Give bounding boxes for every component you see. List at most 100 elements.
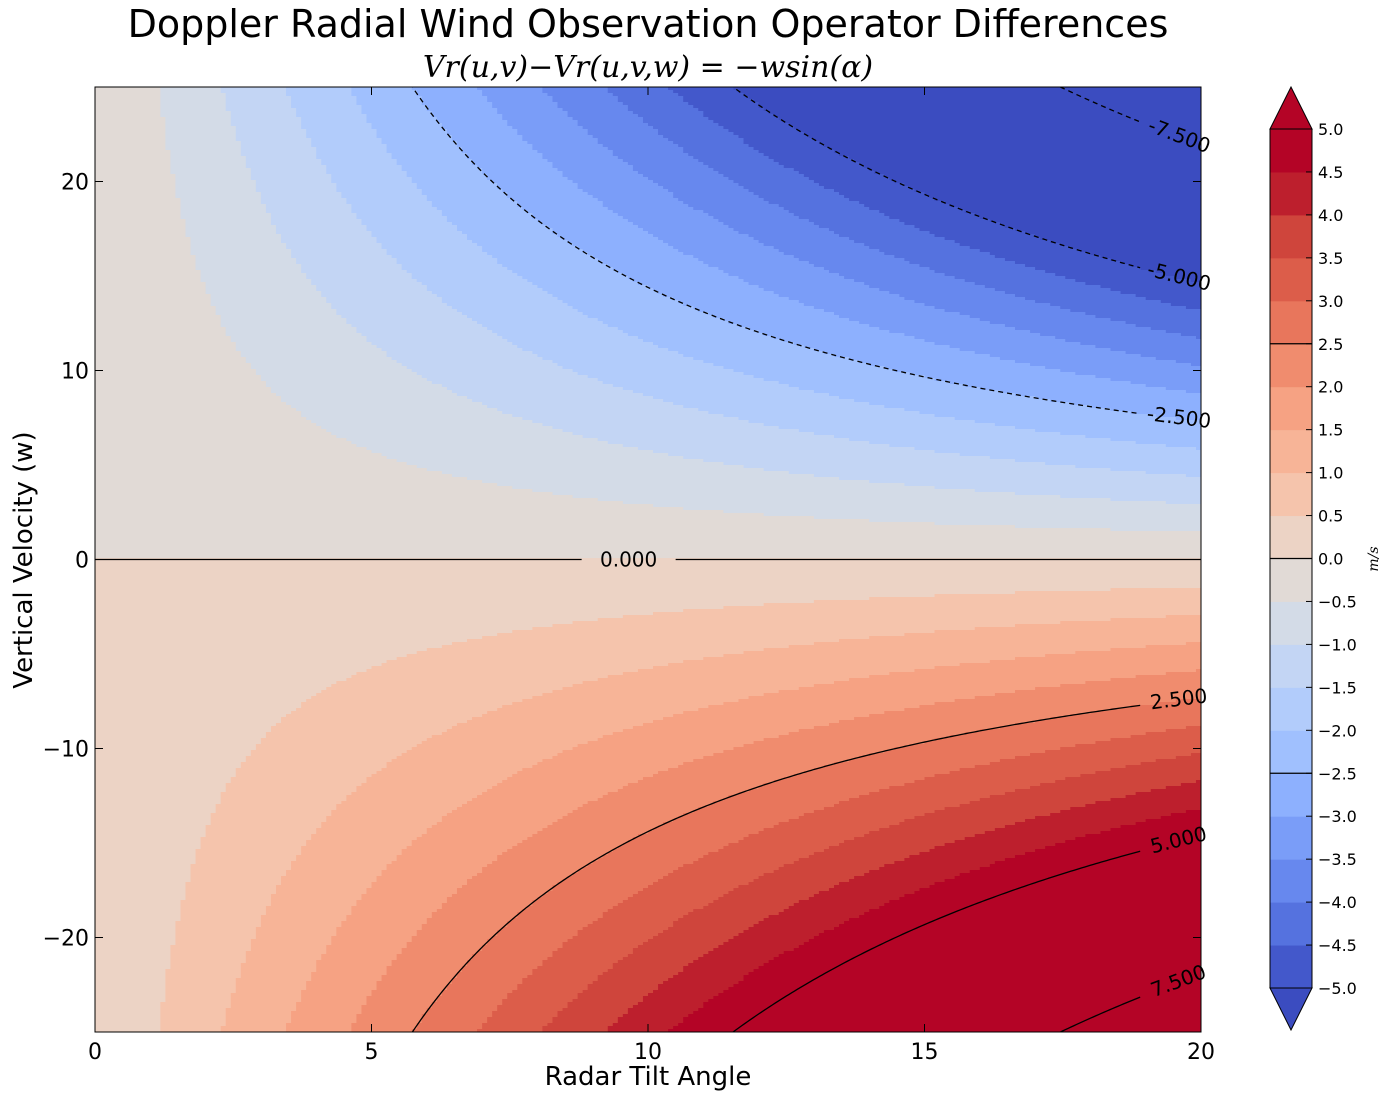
contour-fill-cell <box>281 396 468 400</box>
contour-fill-cell <box>512 630 936 634</box>
contour-fill-cell <box>255 180 332 184</box>
contour-fill-cell <box>240 765 388 769</box>
contour-fill-cell <box>763 468 1112 472</box>
contour-fill-cell <box>1170 813 1201 817</box>
contour-fill-cell <box>195 858 297 862</box>
contour-fill-cell <box>497 1005 569 1009</box>
contour-fill-cell <box>260 924 342 928</box>
contour-fill-cell <box>281 234 373 238</box>
contour-fill-cell <box>356 213 443 217</box>
contour-fill-cell <box>532 213 619 217</box>
contour-fill-cell <box>230 996 302 1000</box>
contour-fill-cell <box>351 207 438 211</box>
contour-fill-cell <box>95 189 177 193</box>
contour-fill-cell <box>879 327 1016 331</box>
contour-fill-cell <box>1014 855 1201 859</box>
contour-fill-cell <box>688 1014 1201 1018</box>
contour-fill-cell <box>95 420 312 424</box>
contour-fill-cell <box>532 969 609 973</box>
contour-fill-cell <box>577 120 644 124</box>
contour-fill-cell <box>406 945 483 949</box>
contour-fill-cell <box>733 87 1201 91</box>
contour-fill-cell <box>95 354 242 358</box>
contour-fill-cell <box>306 987 378 991</box>
colorbar-segment <box>1270 859 1312 903</box>
contour-fill-cell <box>311 420 533 424</box>
contour-fill-cell <box>723 942 805 946</box>
contour-fill-cell <box>286 243 383 247</box>
contour-fill-cell <box>366 780 503 784</box>
contour-fill-cell <box>215 306 332 310</box>
contour-fill-cell <box>95 693 317 697</box>
contour-fill-cell <box>306 984 378 988</box>
contour-fill-cell <box>95 120 166 124</box>
contour-fill-cell <box>316 828 428 832</box>
contour-fill-cell <box>95 585 1201 589</box>
contour-fill-cell <box>673 921 760 925</box>
contour-fill-cell <box>708 165 785 169</box>
contour-fill-cell <box>683 966 760 970</box>
contour-fill-cell <box>396 162 473 166</box>
contour-fill-cell <box>376 135 453 139</box>
contour-fill-cell <box>502 780 639 784</box>
contour-fill-cell <box>693 759 850 763</box>
contour-fill-cell <box>1175 276 1201 280</box>
contour-fill-cell <box>451 726 634 730</box>
contour-fill-cell <box>361 219 448 223</box>
contour-fill-cell <box>286 873 383 877</box>
contour-fill-cell <box>371 990 443 994</box>
contour-fill-cell <box>240 969 317 973</box>
contour-fill-cell <box>356 444 624 448</box>
contour-fill-cell <box>849 438 1112 442</box>
contour-fill-cell <box>255 747 413 751</box>
contour-fill-cell <box>738 933 820 937</box>
contour-fill-cell <box>95 375 262 379</box>
contour-fill-cell <box>95 330 227 334</box>
contour-fill-cell <box>336 930 418 934</box>
contour-fill-cell <box>225 330 358 334</box>
contour-fill-cell <box>281 240 378 244</box>
contour-fill-cell <box>743 978 1201 982</box>
contour-fill-cell <box>275 885 373 889</box>
contour-fill-cell <box>225 786 358 790</box>
contour-fill-cell <box>627 333 765 337</box>
contour-fill-cell <box>95 399 282 403</box>
contour-fill-cell <box>426 195 508 199</box>
contour-fill-cell <box>1190 279 1201 283</box>
contour-fill-cell <box>95 957 172 961</box>
contour-fill-cell <box>949 771 1097 775</box>
contour-fill-cell <box>165 144 242 148</box>
contour-fill-cell <box>301 267 403 271</box>
contour-fill-cell <box>341 192 423 196</box>
contour-fill-cell <box>793 774 936 778</box>
contour-fill-cell <box>602 912 689 916</box>
contour-fill-cell <box>497 333 629 337</box>
colorbar-tick-label: 5.0 <box>1318 120 1343 139</box>
contour-fill-cell <box>909 744 1076 748</box>
contour-fill-cell <box>753 879 850 883</box>
contour-fill-cell <box>1025 231 1201 235</box>
colorbar-segment <box>1270 171 1312 216</box>
colorbar-tick-label: 0.0 <box>1318 550 1343 569</box>
contour-fill-cell <box>934 594 1201 598</box>
contour-fill-cell <box>275 393 458 397</box>
contour-fill-cell <box>366 114 433 118</box>
contour-fill-cell <box>180 201 262 205</box>
contour-fill-cell <box>95 297 212 301</box>
contour-fill-cell <box>502 852 609 856</box>
contour-fill-cell <box>688 963 765 967</box>
contour-fill-cell <box>567 813 684 817</box>
contour-fill-cell <box>1125 321 1201 325</box>
contour-fill-cell <box>683 456 991 460</box>
contour-fill-cell <box>783 339 926 343</box>
contour-fill-cell <box>617 1020 684 1024</box>
contour-fill-cell <box>426 738 599 742</box>
contour-fill-cell <box>788 210 880 214</box>
contour-fill-cell <box>291 405 488 409</box>
contour-fill-cell <box>336 186 418 190</box>
contour-fill-cell <box>502 927 584 931</box>
contour-fill-cell <box>507 120 579 124</box>
contour-fill-cell <box>200 279 312 283</box>
contour-fill-cell <box>587 987 659 991</box>
contour-fill-cell <box>95 423 317 427</box>
